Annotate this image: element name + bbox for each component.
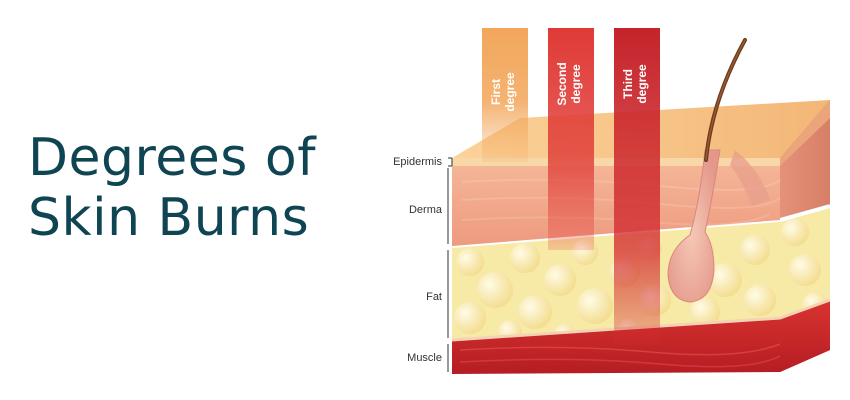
second-degree-label-line2: degree xyxy=(569,64,583,104)
page-title: Degrees of Skin Burns xyxy=(28,128,316,248)
fat-label: Fat xyxy=(426,291,442,303)
title-line-2: Skin Burns xyxy=(28,188,310,248)
third-degree-label-line2: degree xyxy=(635,64,649,104)
third-degree-label-line1: Third xyxy=(621,69,635,99)
hair-follicle-icon xyxy=(667,38,770,303)
epidermis-label: Epidermis xyxy=(393,156,442,168)
first-degree-label-line2: degree xyxy=(503,72,517,112)
first-degree-label-line1: First xyxy=(489,79,503,105)
title-line-1: Degrees of xyxy=(28,128,317,188)
muscle-label: Muscle xyxy=(407,352,442,364)
third-degree-beam xyxy=(614,28,660,345)
layer-brackets xyxy=(447,157,453,372)
derma-label: Derma xyxy=(409,204,443,216)
second-degree-label-line1: Second xyxy=(555,62,569,105)
first-degree-beam xyxy=(482,28,528,162)
second-degree-beam xyxy=(548,28,594,250)
